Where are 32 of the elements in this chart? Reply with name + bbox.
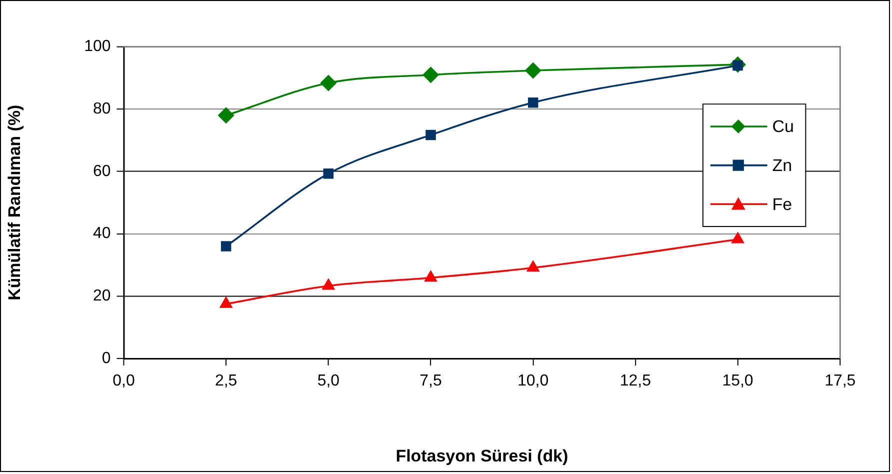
y-tick-label: 0 xyxy=(102,350,111,367)
y-axis-title: Kümülatif Randıman (%) xyxy=(4,104,24,300)
point xyxy=(528,97,538,108)
y-tick-label: 60 xyxy=(93,162,111,180)
point xyxy=(527,260,540,272)
point xyxy=(320,75,336,91)
x-tick-label: 5,0 xyxy=(317,372,340,390)
y-tick-label: 100 xyxy=(84,38,111,56)
y-tick-label: 20 xyxy=(93,288,111,305)
point xyxy=(220,297,232,308)
x-tick-label: 2,5 xyxy=(214,372,238,390)
x-tick-label: 12,5 xyxy=(620,372,652,390)
x-tick-label: 7,5 xyxy=(420,372,442,390)
point xyxy=(322,278,334,290)
x-axis-title: Flotasyon Süresi (dk) xyxy=(396,446,568,466)
point xyxy=(220,241,232,252)
point xyxy=(323,168,334,179)
x-tick-label: 0,0 xyxy=(112,372,135,390)
point xyxy=(218,108,234,124)
x-tick-label: 17,5 xyxy=(824,372,856,390)
x-tick-label: 15,0 xyxy=(722,372,754,390)
point xyxy=(426,130,436,140)
point xyxy=(525,62,541,78)
point xyxy=(732,232,744,244)
legend-label: Fe xyxy=(772,194,792,214)
point xyxy=(422,66,439,83)
legend-label: Cu xyxy=(772,117,794,136)
y-tick-label: 40 xyxy=(93,225,111,242)
y-tick-label: 80 xyxy=(93,100,111,118)
point xyxy=(424,270,437,282)
legend-label: Zn xyxy=(772,156,792,175)
x-tick-label: 10,0 xyxy=(518,372,549,390)
